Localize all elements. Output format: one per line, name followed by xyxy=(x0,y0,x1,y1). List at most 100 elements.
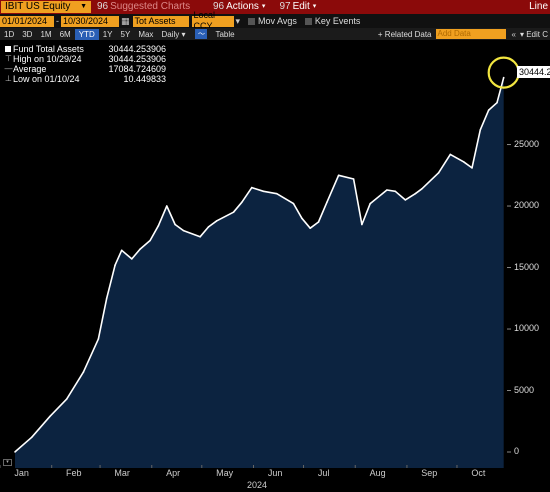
data-point xyxy=(421,188,423,190)
suggested-charts-label: Suggested Charts xyxy=(110,1,191,12)
actions-label: Actions xyxy=(226,1,259,12)
start-date-input[interactable]: 01/01/2024 xyxy=(0,15,54,27)
y-tick-label: 10000 xyxy=(514,323,540,334)
security-field[interactable]: IBIT US Equity ▼ xyxy=(1,1,91,13)
currency-dropdown-icon[interactable]: ▾ xyxy=(235,15,241,26)
period-6m[interactable]: 6M xyxy=(59,29,71,39)
legend-value: 30444.253906 xyxy=(108,44,166,54)
x-tick-label: Jun xyxy=(267,468,283,478)
data-point xyxy=(149,239,151,242)
y-axis-labels: 0 5000 10000 15000 20000 25000 xyxy=(507,40,550,468)
field-selector[interactable]: Tot Assets xyxy=(132,15,189,27)
period-1m[interactable]: 1M xyxy=(40,29,52,39)
period-5y[interactable]: 5Y xyxy=(120,29,131,39)
data-point xyxy=(301,217,303,220)
data-point xyxy=(105,297,108,300)
data-point xyxy=(394,190,397,193)
key-events-toggle[interactable]: Key Events xyxy=(304,16,361,26)
period-1d[interactable]: 1D xyxy=(4,29,15,39)
y-tick-label: 5000 xyxy=(514,384,535,395)
period-3d[interactable]: 3D xyxy=(22,29,33,39)
y-tick-label: 25000 xyxy=(514,138,540,149)
add-data-input[interactable]: Add Data xyxy=(435,29,506,39)
frequency-selector[interactable]: Daily ▾ xyxy=(157,29,189,40)
edit-caret-icon: ▾ xyxy=(312,3,317,10)
data-point xyxy=(462,161,465,163)
edit-number: 97 xyxy=(279,1,291,12)
data-point xyxy=(262,190,265,193)
legend-label: Low on 01/10/24 xyxy=(13,74,80,84)
collapse-arrows-icon[interactable]: « xyxy=(511,29,516,39)
data-point xyxy=(30,436,33,439)
period-ytd[interactable]: YTD xyxy=(74,28,99,40)
calendar-icon[interactable]: ▦ xyxy=(121,15,130,26)
zoom-icon[interactable]: ▾ xyxy=(3,459,12,466)
x-axis-year: 2024 xyxy=(247,480,268,490)
data-point xyxy=(251,186,253,189)
chart-style-icon[interactable]: 〜 xyxy=(195,29,208,39)
data-point xyxy=(14,451,16,453)
legend-label: Fund Total Assets xyxy=(13,44,84,54)
data-point xyxy=(479,129,482,131)
series-line[interactable] xyxy=(14,77,505,453)
data-point xyxy=(449,153,452,156)
x-tick-label: May xyxy=(216,468,234,478)
legend-row-total-assets: Fund Total Assets 30444.253906 xyxy=(4,44,166,54)
key-events-checkbox[interactable] xyxy=(304,17,312,25)
currency-selector[interactable]: Local CCY xyxy=(191,10,234,31)
data-point xyxy=(65,398,68,400)
x-tick-label: Feb xyxy=(66,468,82,478)
data-point xyxy=(352,178,355,180)
data-point xyxy=(120,249,123,252)
legend-value: 17084.724609 xyxy=(108,64,166,74)
data-point xyxy=(502,76,505,79)
period-max[interactable]: Max xyxy=(138,29,154,39)
data-point xyxy=(414,192,417,195)
table-button[interactable]: Table xyxy=(215,29,235,39)
data-point xyxy=(97,338,100,340)
data-point xyxy=(207,226,210,228)
mov-avgs-checkbox[interactable] xyxy=(248,17,256,25)
security-dropdown-icon[interactable]: ▼ xyxy=(80,3,87,10)
legend-value: 10.449833 xyxy=(123,74,166,84)
legend-value: 30444.253906 xyxy=(108,54,166,64)
security-ticker: IBIT US Equity xyxy=(5,1,71,12)
data-point xyxy=(174,223,176,226)
mov-avgs-toggle[interactable]: Mov Avgs xyxy=(248,16,297,26)
legend-row-high: ⊤ High on 10/29/24 30444.253906 xyxy=(4,54,166,64)
chart-area-layer xyxy=(14,56,520,468)
suggested-charts-number: 96 xyxy=(97,1,109,12)
suggested-charts-button[interactable]: 96 Suggested Charts xyxy=(97,0,207,14)
related-data-button[interactable]: + Related Data xyxy=(377,29,432,39)
data-point xyxy=(496,101,498,104)
y-tick-label: 15000 xyxy=(514,261,540,272)
data-point xyxy=(276,192,278,195)
period-1y[interactable]: 1Y xyxy=(102,29,113,39)
x-tick-label: Apr xyxy=(166,468,181,478)
edit-label: Edit xyxy=(292,1,310,12)
x-tick-label: Aug xyxy=(369,468,386,478)
data-point xyxy=(166,205,168,207)
edit-menu[interactable]: 97 Edit ▾ xyxy=(279,0,316,14)
key-events-label: Key Events xyxy=(314,16,361,26)
edit-chart-label: Edit C xyxy=(526,29,548,39)
x-axis xyxy=(0,465,458,468)
edit-chart-button[interactable]: ▾ Edit C xyxy=(520,30,548,39)
end-date-input[interactable]: 10/30/2024 xyxy=(61,15,119,27)
chart-type-menu[interactable]: Line xyxy=(529,1,548,12)
actions-menu[interactable]: 96 Actions ▾ xyxy=(213,0,265,14)
data-point xyxy=(292,202,295,205)
data-point xyxy=(326,201,328,204)
x-axis-labels: 2024 Jan Feb Mar Apr May Jun Jul Aug Sep Oct xyxy=(0,468,550,492)
area-chart[interactable] xyxy=(0,40,550,468)
data-point xyxy=(232,211,235,213)
x-tick-label: Sep xyxy=(421,468,438,478)
x-tick-label: Mar xyxy=(114,468,130,478)
y-tick-label: 0 xyxy=(514,446,520,456)
edit-chart-caret-icon: ▾ xyxy=(519,29,527,39)
data-point xyxy=(309,227,312,229)
actions-number: 96 xyxy=(213,1,225,12)
data-point xyxy=(437,172,440,174)
data-point xyxy=(199,236,201,238)
frequency-label: Daily xyxy=(161,29,180,39)
